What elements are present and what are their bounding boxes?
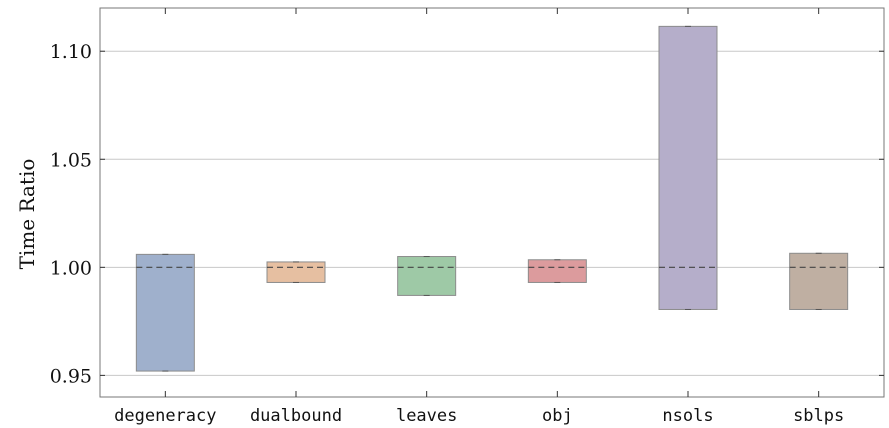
box-leaves — [397, 256, 457, 296]
box-layer — [135, 25, 849, 372]
box-obj — [527, 259, 587, 283]
box-dualbound — [266, 261, 326, 283]
x-tick-label: obj — [542, 406, 573, 426]
y-tick-label: 1.05 — [50, 149, 92, 171]
plot-frame — [99, 7, 885, 398]
box-degeneracy — [135, 253, 195, 372]
y-tick-label: 1.00 — [50, 257, 92, 279]
x-tick-label: leaves — [396, 406, 457, 426]
box-sblps — [789, 252, 849, 310]
x-tick-label: degeneracy — [114, 406, 216, 426]
frame-layer — [99, 7, 885, 398]
x-tick-label: dualbound — [250, 406, 342, 426]
y-axis-label: Time Ratio — [15, 159, 39, 270]
box-nsols — [658, 25, 718, 310]
grid-layer — [100, 50, 884, 376]
tick-layer — [100, 8, 884, 397]
x-tick-label: sblps — [793, 406, 844, 426]
y-tick-label: 0.95 — [50, 365, 92, 387]
y-tick-label: 1.10 — [50, 41, 92, 63]
label-layer: 0.95 1.00 1.05 1.10 degeneracy dualbound leave… — [50, 41, 845, 426]
x-tick-label: nsols — [662, 406, 713, 426]
